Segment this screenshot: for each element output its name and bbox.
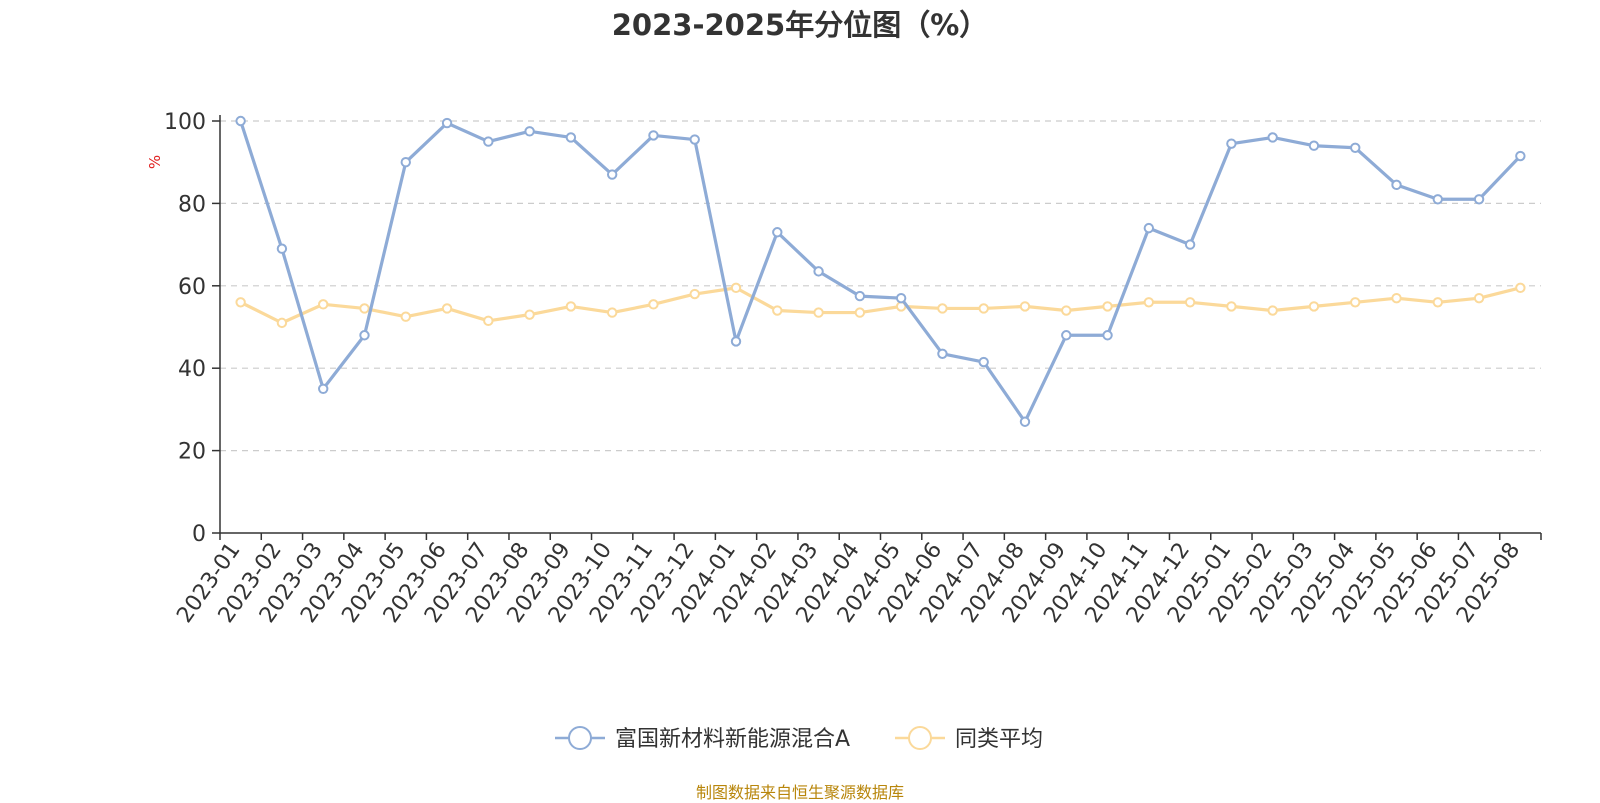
data-point [937, 348, 948, 359]
data-point [1432, 297, 1443, 308]
data-point [1391, 179, 1402, 191]
data-point [400, 311, 411, 322]
y-tick-label: 0 [192, 522, 206, 547]
data-point [400, 157, 411, 168]
data-point [359, 330, 370, 341]
data-point [606, 307, 618, 318]
data-point [1019, 416, 1031, 427]
data-point [359, 303, 370, 314]
data-point [1061, 305, 1072, 316]
legend-marker [568, 726, 592, 750]
y-axis-label-group: % [146, 155, 164, 169]
data-point [648, 130, 659, 141]
data-point [1184, 297, 1196, 308]
data-point [1473, 194, 1485, 205]
y-tick-label: 80 [178, 192, 206, 217]
data-point [606, 169, 618, 180]
series-0 [235, 115, 1526, 427]
legend-label: 同类平均 [955, 727, 1043, 752]
data-point [235, 115, 246, 127]
data-point [565, 132, 577, 143]
data-point [276, 317, 288, 329]
series-group [235, 115, 1526, 427]
data-point [648, 299, 659, 310]
data-point [1308, 140, 1320, 151]
data-point [483, 136, 494, 147]
chart-title: 2023-2025年分位图（%） [611, 8, 989, 42]
data-point [1515, 282, 1526, 294]
data-point [276, 243, 288, 254]
legend-item: 同类平均 [895, 726, 1043, 752]
data-point [441, 303, 453, 314]
data-point [1143, 297, 1155, 308]
y-tick-label: 20 [178, 440, 206, 465]
source-note: 制图数据来自恒生聚源数据库 [695, 783, 904, 802]
data-point [483, 315, 494, 327]
legend-marker [908, 726, 932, 750]
data-point [730, 282, 742, 294]
data-point [1473, 292, 1485, 304]
series-line [239, 119, 1522, 424]
legend-label: 富国新材料新能源混合A [615, 727, 850, 752]
legend: 富国新材料新能源混合A 同类平均 [555, 726, 1043, 752]
y-tick-label: 100 [164, 110, 206, 135]
data-point [235, 297, 246, 308]
data-point [1226, 301, 1237, 312]
data-point [854, 307, 866, 318]
y-tick-label: 60 [178, 275, 206, 300]
data-point [1143, 222, 1155, 234]
data-point [1267, 305, 1278, 316]
data-point [854, 290, 866, 302]
data-point [318, 383, 329, 394]
data-point [1102, 301, 1113, 312]
data-point [689, 288, 700, 300]
axes: 0204060801002023-012023-022023-032023-04… [164, 110, 1542, 628]
y-tick-label: 40 [178, 357, 206, 382]
data-point [937, 303, 948, 314]
data-point [524, 126, 535, 137]
gridlines [220, 120, 1541, 452]
legend-item: 富国新材料新能源混合A [555, 726, 850, 752]
data-point [1432, 194, 1443, 205]
data-point [772, 227, 783, 238]
data-point [441, 117, 453, 129]
data-point [1019, 301, 1031, 312]
data-point [689, 134, 700, 145]
data-point [978, 356, 989, 368]
data-point [895, 292, 907, 304]
series-1 [235, 282, 1526, 329]
series-line [239, 286, 1522, 325]
data-point [318, 299, 329, 310]
data-point [524, 309, 535, 320]
data-point [813, 307, 824, 318]
data-point [1350, 297, 1361, 308]
data-point [1184, 239, 1196, 250]
data-point [1226, 138, 1237, 149]
data-point [1061, 330, 1072, 341]
data-point [565, 301, 577, 312]
y-axis-label: % [146, 155, 164, 169]
data-point [978, 303, 989, 314]
data-point [1391, 292, 1402, 304]
data-point [813, 266, 824, 277]
data-point [1102, 330, 1113, 341]
data-point [1267, 132, 1278, 143]
data-point [772, 305, 783, 316]
data-point [730, 336, 742, 347]
data-point [1350, 142, 1361, 153]
data-point [1308, 301, 1320, 312]
data-point [1515, 150, 1526, 162]
